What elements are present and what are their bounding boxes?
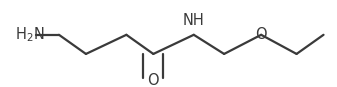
Text: NH: NH — [183, 13, 205, 28]
Text: O: O — [148, 73, 159, 87]
Text: H$_2$N: H$_2$N — [15, 25, 45, 44]
Text: O: O — [255, 27, 267, 42]
